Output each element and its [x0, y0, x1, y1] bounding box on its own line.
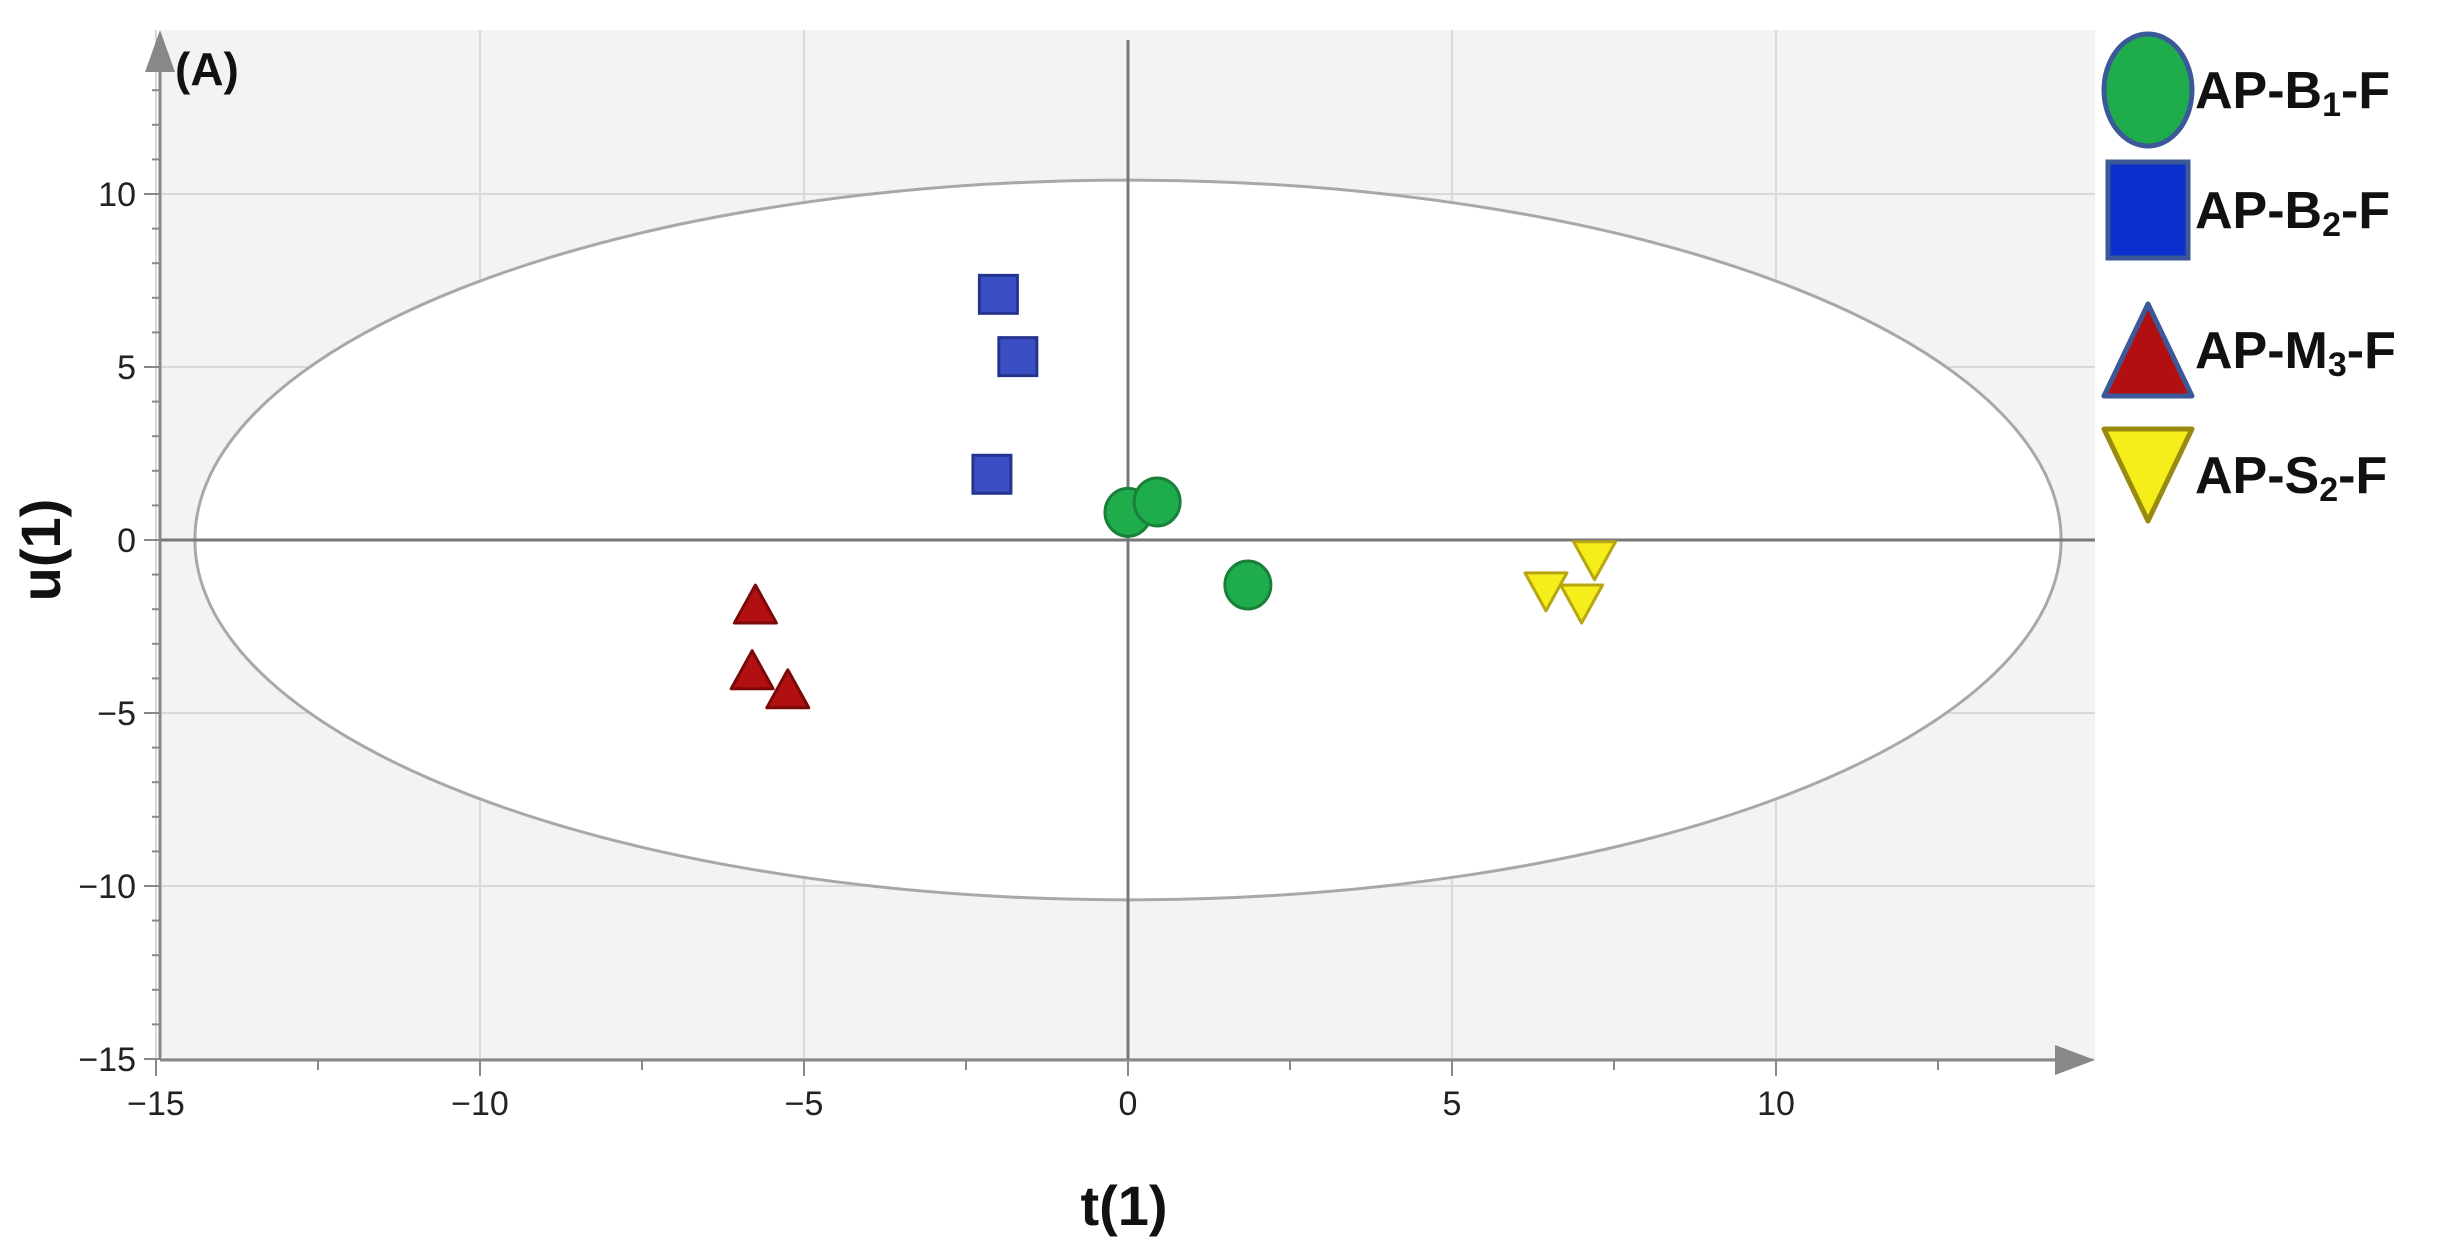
data-point-triangle-down [1523, 571, 1569, 613]
x-tick-label: −5 [785, 1085, 824, 1123]
legend-label: AP-B2-F [2195, 182, 2390, 244]
y-tick-label: 0 [117, 522, 136, 560]
y-tick-label: −15 [78, 1041, 136, 1079]
data-point-triangle-up [732, 583, 778, 625]
legend-marker-square [2105, 159, 2191, 261]
data-point-square [971, 453, 1013, 495]
axes [144, 30, 2095, 1076]
x-axis-arrow [2055, 1045, 2095, 1075]
x-tick-label: 10 [1757, 1085, 1795, 1123]
y-tick-label: 5 [117, 349, 136, 387]
legend-label: AP-S2-F [2195, 447, 2387, 509]
x-tick-label: −15 [127, 1085, 185, 1123]
legend-marker-circle [2101, 31, 2195, 149]
legend: AP-B1-F AP-B2-F AP-M3-F AP-S2-F [2101, 31, 2396, 524]
data-point-triangle-up [729, 649, 775, 691]
x-tick-label: 5 [1443, 1085, 1462, 1123]
y-tick-label: −5 [97, 695, 136, 733]
data-point-square [997, 336, 1039, 378]
y-axis-arrow [145, 30, 175, 72]
legend-label: AP-M3-F [2195, 322, 2396, 384]
legend-label: AP-B1-F [2195, 62, 2390, 124]
x-tick-label: −10 [451, 1085, 509, 1123]
data-point-triangle-down [1559, 583, 1605, 625]
x-tick-label: 0 [1119, 1085, 1138, 1123]
tick-labels: −15 −10 −5 0 5 10 −15 −10 −5 0 5 10 [78, 176, 1795, 1123]
data-point-circle [1132, 476, 1182, 528]
y-tick-label: 10 [98, 176, 136, 214]
y-tick-label: −10 [78, 868, 136, 906]
legend-marker-triangle-down [2101, 426, 2195, 524]
panel-label: (A) [175, 43, 239, 95]
data-point-circle [1223, 559, 1273, 611]
x-axis-label: t(1) [1080, 1174, 1167, 1237]
data-point-square [977, 273, 1019, 315]
data-points [729, 273, 1618, 710]
data-point-triangle-down [1572, 540, 1618, 582]
y-axis-label: u(1) [9, 499, 72, 602]
legend-marker-triangle-up [2101, 301, 2195, 399]
data-point-triangle-up [765, 668, 811, 710]
